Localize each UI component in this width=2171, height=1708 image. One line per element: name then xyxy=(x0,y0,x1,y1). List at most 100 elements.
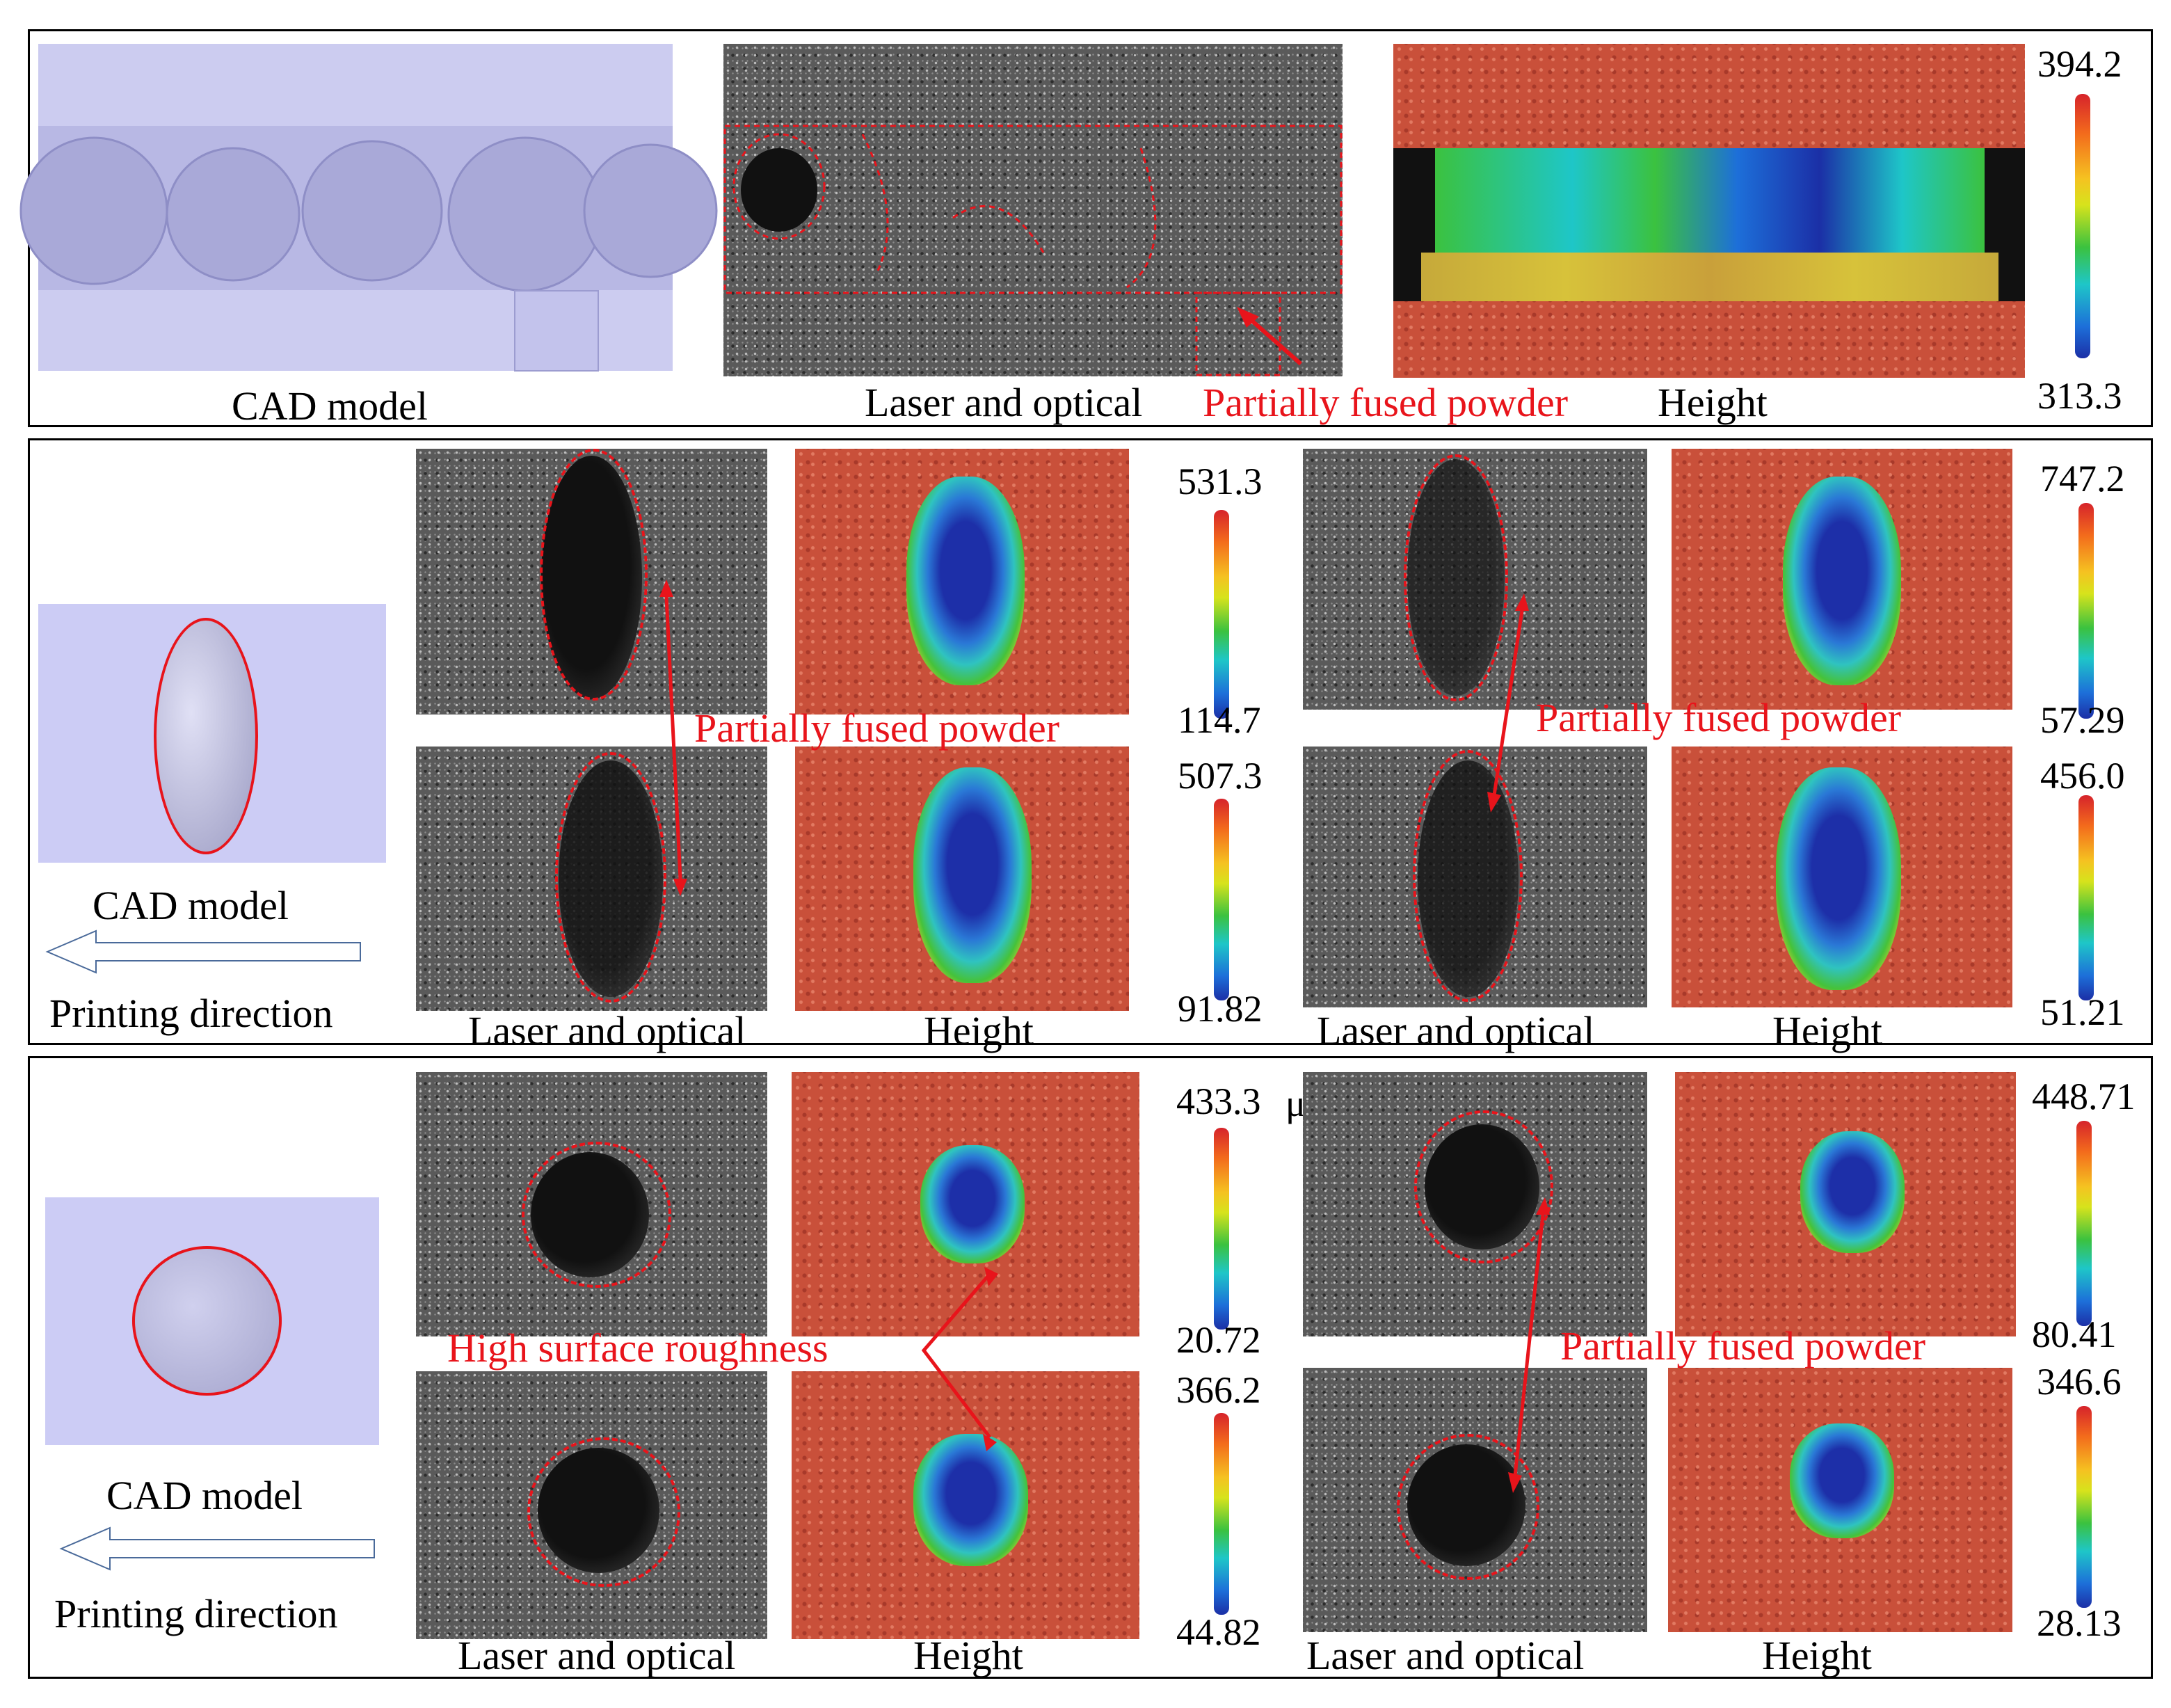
height-image-right-top xyxy=(1672,449,2012,710)
caption-printing-direction: Printing direction xyxy=(54,1591,338,1636)
colorbar-mid-right-bottom-min: 51.21 xyxy=(2040,991,2125,1033)
caption-laser-optical: Laser and optical xyxy=(865,380,1143,425)
defect-outline xyxy=(1404,454,1508,701)
caption-cad-model: CAD model xyxy=(232,383,428,429)
colorbar-bot-right-top xyxy=(2076,1121,2092,1326)
height-image-left-bottom xyxy=(792,1371,1139,1639)
height-map-image xyxy=(1393,44,2025,378)
defect-outline xyxy=(522,1142,671,1288)
defect-outline xyxy=(527,1437,680,1587)
cad-lattice-image xyxy=(19,44,718,372)
laser-optical-image xyxy=(723,44,1343,376)
height-image-right-bottom xyxy=(1668,1368,2012,1632)
caption-cad-model: CAD model xyxy=(93,883,289,928)
caption-height-left: Height xyxy=(924,1008,1034,1053)
optical-image-left-bottom xyxy=(416,1371,767,1639)
caption-laser-optical-right: Laser and optical xyxy=(1317,1008,1595,1053)
height-well xyxy=(913,767,1032,983)
height-well xyxy=(1790,1423,1894,1538)
height-well xyxy=(913,1434,1028,1566)
defect-outline xyxy=(1397,1434,1539,1580)
top-panel: CAD model Laser and optical Partially fu… xyxy=(19,29,2153,429)
caption-height-right: Height xyxy=(1772,1008,1882,1053)
colorbar-bot-right-bottom xyxy=(2076,1406,2092,1608)
colorbar-bot-right-bottom-max: 346.6 xyxy=(2037,1361,2122,1403)
cad-circle-image xyxy=(45,1197,379,1445)
colorbar-bot-left-bottom xyxy=(1214,1413,1229,1615)
height-top-slab xyxy=(1393,44,2025,148)
caption-cad-model: CAD model xyxy=(106,1473,303,1518)
colorbar-mid-right-bottom xyxy=(2078,795,2094,1000)
colorbar-bot-left-bottom-max: 366.2 xyxy=(1176,1369,1261,1411)
colorbar-mid-right-top xyxy=(2078,503,2094,719)
colorbar-bot-left-top-max: 433.3 xyxy=(1176,1080,1261,1122)
annotation-bot-right: Partially fused powder xyxy=(1560,1323,1926,1368)
colorbar-bot-right-top-max: 448.71 xyxy=(2032,1076,2136,1117)
colorbar-mid-left-top-min: 114.7 xyxy=(1178,699,1261,741)
caption-height: Height xyxy=(1658,380,1768,425)
colorbar-bot-left-bottom-min: 44.82 xyxy=(1176,1611,1261,1653)
colorbar-bot-left-top-min: 20.72 xyxy=(1176,1319,1261,1361)
printing-direction-arrow-icon xyxy=(45,929,361,974)
colorbar-mid-left-bottom xyxy=(1214,799,1229,1000)
height-well xyxy=(920,1145,1025,1263)
fused-region-outlines xyxy=(723,125,1343,376)
lattice-spheres xyxy=(19,136,718,372)
height-image-left-top xyxy=(795,449,1129,715)
colorbar-top-max: 394.2 xyxy=(2037,43,2122,85)
colorbar-top-min: 313.3 xyxy=(2037,375,2122,417)
annotation-mid-right: Partially fused powder xyxy=(1536,695,1902,740)
caption-laser-optical-left: Laser and optical xyxy=(458,1633,736,1678)
optical-image-right-bottom xyxy=(1303,1368,1647,1632)
optical-image-left-top xyxy=(416,1072,767,1336)
optical-image-right-top xyxy=(1303,449,1647,710)
caption-printing-direction: Printing direction xyxy=(49,991,333,1036)
height-lattice-region xyxy=(1435,148,1985,266)
colorbar-bot-left-top xyxy=(1214,1128,1229,1330)
height-bottom-slab xyxy=(1393,301,2025,378)
colorbar-mid-left-top-max: 531.3 xyxy=(1178,461,1263,502)
optical-image-left-top xyxy=(416,449,767,715)
height-image-left-top xyxy=(792,1072,1139,1336)
height-well xyxy=(1783,477,1901,685)
caption-laser-optical-left: Laser and optical xyxy=(468,1008,746,1053)
optical-image-left-bottom xyxy=(416,747,767,1011)
colorbar-bot-right-top-min: 80.41 xyxy=(2032,1314,2117,1355)
height-image-right-bottom xyxy=(1672,747,2012,1007)
caption-laser-optical-right: Laser and optical xyxy=(1306,1633,1585,1678)
defect-outline xyxy=(1414,1110,1553,1263)
colorbar-mid-right-bottom-max: 456.0 xyxy=(2040,755,2125,797)
height-well xyxy=(1776,767,1901,990)
caption-height-right: Height xyxy=(1762,1633,1872,1678)
cad-ellipse-image xyxy=(38,604,386,863)
colorbar-bot-left-top-unit: μ xyxy=(1285,1083,1306,1124)
defect-outline xyxy=(1413,750,1523,1002)
colorbar-mid-left-bottom-min: 91.82 xyxy=(1178,988,1263,1030)
height-well xyxy=(1800,1131,1905,1253)
colorbar-top xyxy=(2075,94,2090,358)
printing-direction-arrow-icon xyxy=(59,1526,375,1571)
colorbar-mid-right-top-min: 57.29 xyxy=(2040,699,2125,741)
annotation-arrows xyxy=(659,580,1529,896)
colorbar-mid-left-bottom-max: 507.3 xyxy=(1178,755,1263,797)
colorbar-mid-left-top xyxy=(1214,510,1229,719)
optical-image-right-bottom xyxy=(1303,747,1647,1007)
defect-outline xyxy=(540,449,648,701)
height-image-left-bottom xyxy=(795,747,1129,1011)
defect-outline xyxy=(555,752,666,1003)
caption-height-left: Height xyxy=(913,1633,1023,1678)
height-lattice-lower xyxy=(1421,253,1998,308)
optical-image-right-top xyxy=(1303,1072,1647,1336)
cad-ellipse-shape xyxy=(154,618,258,854)
annotation-mid-left: Partially fused powder xyxy=(694,705,1060,751)
height-image-right-top xyxy=(1675,1072,2016,1336)
cad-circle-shape xyxy=(132,1246,282,1396)
annotation-bot-left: High surface roughness xyxy=(447,1325,828,1371)
colorbar-mid-right-top-max: 747.2 xyxy=(2040,458,2125,500)
height-well xyxy=(906,477,1025,685)
bottom-panel: CAD model Printing direction 433.3 μ 20.… xyxy=(28,1056,2153,1679)
colorbar-bot-right-bottom-min: 28.13 xyxy=(2037,1602,2122,1644)
middle-panel: CAD model Printing direction 531.3 114.7… xyxy=(28,438,2153,1051)
annotation-arrows xyxy=(921,1197,1550,1493)
annotation-partially-fused-powder: Partially fused powder xyxy=(1203,380,1569,425)
